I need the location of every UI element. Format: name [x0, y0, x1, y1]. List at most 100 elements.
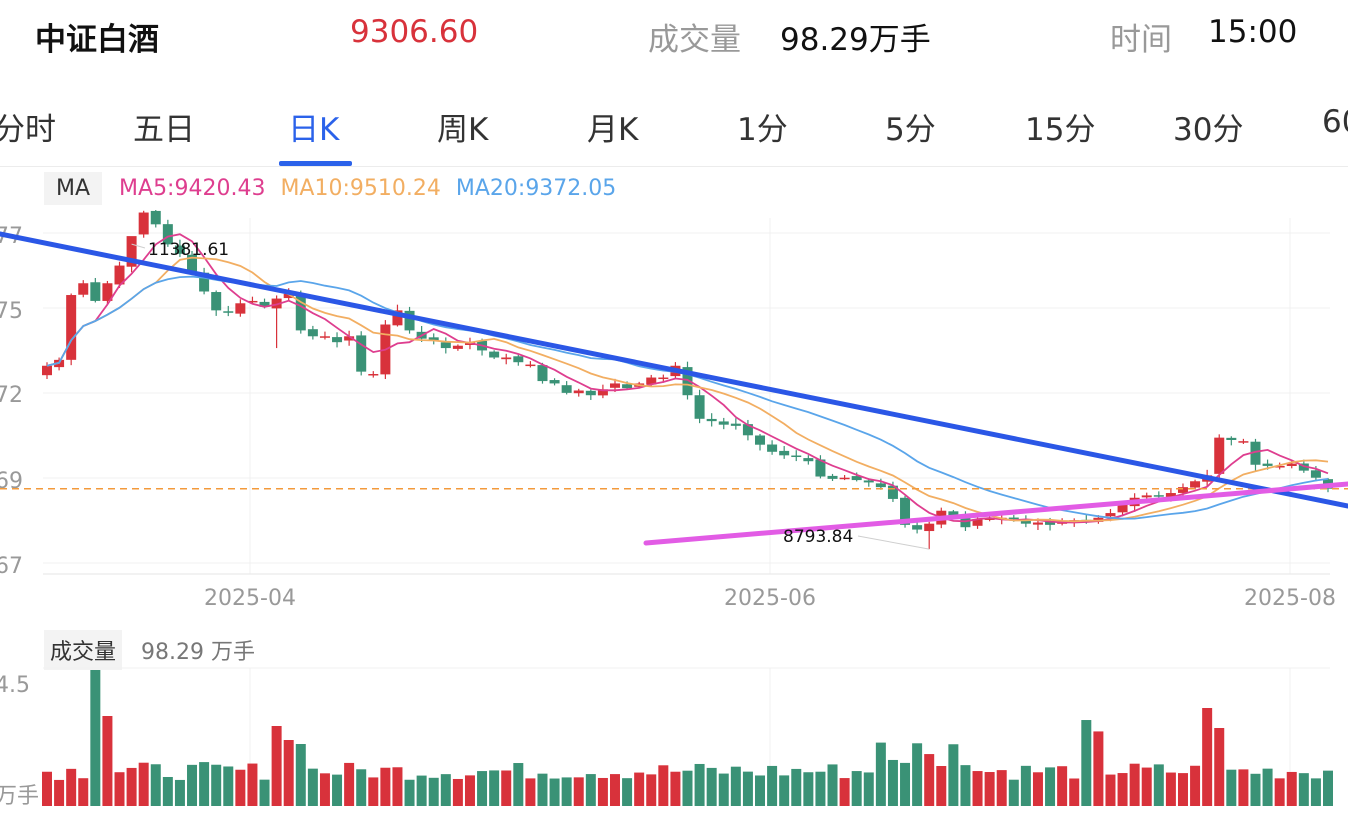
- volume-bar: [271, 726, 282, 806]
- volume-bar: [1298, 773, 1309, 806]
- candle-body: [392, 310, 403, 326]
- volume-bar: [609, 774, 620, 806]
- candle-body: [513, 356, 524, 363]
- volume-bar: [960, 765, 971, 806]
- candle-body: [1008, 517, 1019, 520]
- volume-bar: [1129, 763, 1140, 806]
- candle-body: [682, 367, 693, 396]
- period-tabs: 分时 五日 日K 周K 月K 1分 5分 15分 30分 60: [0, 88, 1348, 167]
- tab-daily-k[interactable]: 日K: [288, 112, 340, 148]
- volume-bar: [1310, 778, 1321, 806]
- volume-bar: [187, 764, 198, 806]
- candle-body: [1153, 495, 1164, 497]
- volume-bar: [404, 779, 415, 806]
- x-tick-label: 2025-06: [724, 586, 816, 611]
- volume-bar: [1069, 778, 1080, 806]
- candle-body: [863, 480, 874, 483]
- candle-body: [501, 357, 512, 360]
- index-name: 中证白酒: [35, 22, 159, 58]
- volume-bar: [174, 779, 185, 806]
- volume-bar: [332, 774, 343, 806]
- candle-body: [1190, 481, 1201, 488]
- candle-body: [585, 390, 596, 396]
- volume-bar: [452, 778, 463, 806]
- time-value: 15:00: [1208, 14, 1298, 50]
- volume-bar: [138, 762, 149, 806]
- volume-bar: [223, 766, 234, 806]
- tab-intraday[interactable]: 分时: [0, 112, 56, 148]
- volume-bar: [1153, 764, 1164, 806]
- ma10-line: [46, 256, 1329, 523]
- y-tick-label: 69: [0, 469, 23, 494]
- volume-bar: [501, 770, 512, 806]
- volume-bar: [1274, 778, 1285, 806]
- candle-body: [1177, 487, 1188, 493]
- volume-bar: [1202, 708, 1213, 806]
- volume-panel-value: 98.29 万手: [141, 640, 255, 665]
- candle-body: [1226, 437, 1237, 440]
- volume-bar: [1032, 772, 1043, 806]
- candle-body: [730, 423, 741, 426]
- volume-bar: [718, 773, 729, 806]
- volume-bar: [887, 759, 898, 806]
- volume-bar: [440, 774, 451, 806]
- downtrend-line: [0, 231, 1348, 509]
- volume-bar: [1226, 769, 1237, 806]
- volume-bar: [658, 765, 669, 806]
- candle-body: [924, 523, 935, 532]
- candle-body: [307, 329, 318, 337]
- candle-body: [839, 477, 850, 480]
- tab-5min[interactable]: 5分: [885, 112, 936, 148]
- candle-body: [368, 374, 379, 376]
- ma-tag[interactable]: MA: [44, 172, 103, 205]
- candle-body: [742, 424, 753, 436]
- candle-body: [622, 384, 633, 389]
- volume-chart[interactable]: 4.5 万手: [0, 665, 1348, 824]
- tab-30min[interactable]: 30分: [1173, 112, 1244, 148]
- volume-bar: [283, 740, 294, 806]
- volume-bar: [634, 772, 645, 806]
- active-tab-underline: [279, 161, 352, 166]
- volume-bar: [585, 774, 596, 806]
- volume-bar: [259, 779, 270, 806]
- candle-body: [900, 497, 911, 525]
- ma5-label: MA5:9420.43: [119, 176, 266, 201]
- volume-bar: [912, 743, 923, 806]
- candle-body: [102, 283, 113, 301]
- volume-bar: [803, 772, 814, 806]
- volume-bar: [1177, 773, 1188, 806]
- volume-bar: [682, 770, 693, 806]
- volume-bar: [1008, 779, 1019, 806]
- candle-body: [1045, 520, 1056, 525]
- candle-body: [114, 265, 125, 285]
- volume-axis-label: 万手: [0, 784, 39, 809]
- candle-body: [440, 342, 451, 349]
- candle-body: [247, 300, 258, 303]
- candle-body: [199, 272, 210, 292]
- tab-60min[interactable]: 60: [1322, 104, 1348, 140]
- candle-body: [235, 303, 246, 314]
- candle-body: [319, 336, 330, 338]
- y-tick-label: 72: [0, 383, 23, 408]
- candle-body: [912, 525, 923, 530]
- tab-five-day[interactable]: 五日: [133, 112, 195, 148]
- candle-body: [162, 224, 173, 245]
- quote-header: 中证白酒 9306.60 成交量 98.29万手 时间 15:00: [0, 0, 1348, 70]
- x-tick-label: 2025-04: [204, 586, 296, 611]
- volume-bar: [416, 775, 427, 806]
- candlestick-chart[interactable]: 77757269672025-042025-062025-0811381.618…: [0, 210, 1348, 630]
- tab-15min[interactable]: 15分: [1025, 112, 1096, 148]
- tab-1min[interactable]: 1分: [737, 112, 788, 148]
- tab-weekly-k[interactable]: 周K: [437, 112, 489, 148]
- candle-body: [1117, 504, 1128, 513]
- candle-body: [658, 377, 669, 380]
- volume-tag[interactable]: 成交量: [44, 630, 123, 670]
- candle-body: [66, 295, 77, 360]
- volume-bar: [428, 777, 439, 806]
- volume-bar: [622, 778, 633, 806]
- candle-body: [597, 389, 608, 396]
- candle-body: [561, 385, 572, 393]
- candle-body: [404, 310, 415, 331]
- tab-monthly-k[interactable]: 月K: [587, 112, 639, 148]
- volume-bar: [1081, 720, 1092, 806]
